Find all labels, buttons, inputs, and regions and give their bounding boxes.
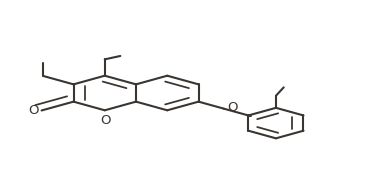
Text: O: O	[228, 101, 238, 114]
Text: O: O	[100, 114, 111, 127]
Text: O: O	[28, 104, 38, 117]
